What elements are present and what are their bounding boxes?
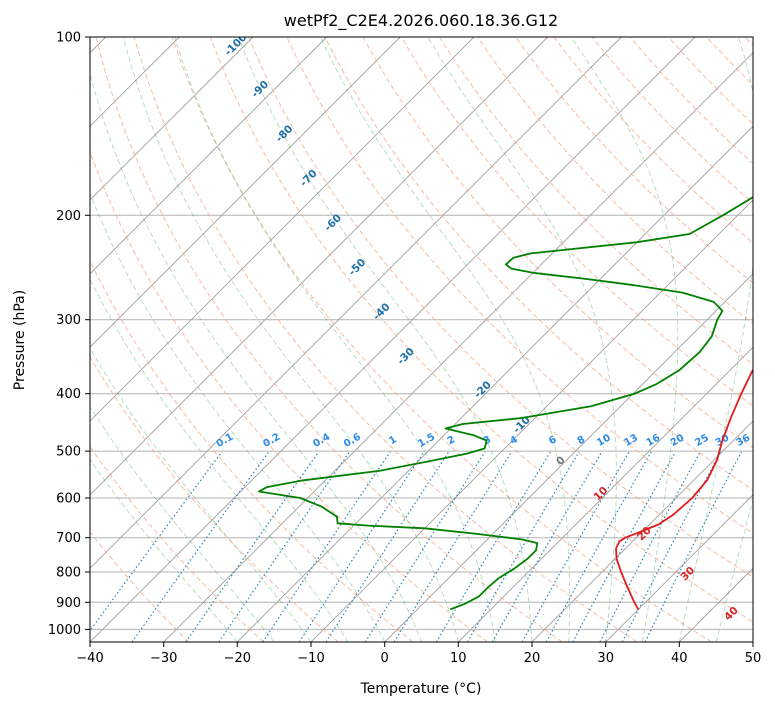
isotherm-line (605, 494, 753, 642)
dry-adiabat (591, 37, 753, 204)
y-axis-label: Pressure (hPa) (12, 290, 28, 390)
moist-adiabat (715, 498, 753, 642)
y-tick-label: 900 (56, 596, 81, 611)
isotherm-line (90, 37, 475, 422)
dry-adiabat (90, 150, 488, 642)
moist-adiabat (237, 37, 533, 642)
moist-adiabat (427, 37, 617, 642)
x-tick-label: −20 (224, 651, 251, 666)
isotherm-line (457, 346, 753, 642)
y-tick-label: 600 (56, 492, 81, 507)
mixing-ratio-line (545, 451, 652, 642)
y-tick-label: 200 (56, 209, 81, 224)
mixing-ratio-line (364, 451, 486, 642)
isotherm-line (163, 52, 753, 642)
x-tick-label: −10 (297, 651, 324, 666)
moist-adiabat (174, 37, 496, 642)
x-tick-label: 50 (745, 651, 762, 666)
moist-adiabat (90, 406, 275, 642)
mixing-ratio-line (521, 451, 630, 642)
mixing-ratio-line (131, 451, 270, 642)
x-tick-label: 10 (450, 651, 467, 666)
chart-title: wetPf2_C2E4.2026.060.18.36.G12 (284, 11, 558, 31)
moist-adiabat (90, 458, 238, 642)
dry-adiabat (210, 37, 753, 623)
dry-adiabat (324, 37, 753, 491)
y-tick-label: 400 (56, 387, 81, 402)
sounding-profiles (258, 196, 753, 611)
dry-adiabat (90, 259, 414, 642)
mixing-ratio-label: 3 (482, 434, 494, 447)
moist-adiabat (90, 192, 386, 642)
x-tick-label: 30 (597, 651, 614, 666)
x-axis-ticks: −40 −30 −20 −10 0 10 20 30 40 50 (76, 642, 761, 666)
x-tick-label: −30 (150, 651, 177, 666)
x-tick-label: 0 (381, 651, 389, 666)
mixing-ratio-line (218, 451, 351, 642)
mixing-ratio-label: 1 (387, 434, 399, 447)
isotherm-line (90, 37, 549, 496)
skewed-isotherms (90, 37, 753, 642)
dry-adiabat (90, 531, 190, 642)
y-tick-label: 700 (56, 531, 81, 546)
x-tick-label: 40 (671, 651, 688, 666)
isotherm-line (90, 37, 254, 201)
isotherm-line (90, 37, 401, 348)
dry-adiabat (477, 37, 753, 325)
isotherm-line (236, 125, 753, 642)
y-tick-label: 300 (56, 313, 81, 328)
dry-adiabat (95, 37, 563, 642)
mixing-ratio-line (325, 451, 450, 642)
plot-frame (89, 36, 754, 643)
mixing-ratio-label: 8 (576, 434, 588, 447)
dry-adiabat (400, 37, 753, 407)
mixing-ratio-label: 4 (508, 434, 520, 447)
isotherm-line (90, 37, 328, 275)
dry-adiabat (171, 37, 712, 642)
x-axis-label: Temperature (°C) (360, 681, 482, 697)
moist-adiabats (90, 37, 753, 642)
moist-adiabat (570, 37, 679, 642)
x-tick-label: 20 (524, 651, 541, 666)
mixing-ratio-line (298, 451, 425, 642)
isotherm-line (384, 273, 753, 642)
moist-adiabat (90, 347, 312, 642)
mixing-ratio-line (90, 451, 223, 632)
moist-adiabat (678, 37, 753, 642)
dry-adiabat (362, 37, 753, 449)
mixing-ratio-line (491, 451, 603, 642)
y-tick-label: 1000 (48, 623, 81, 638)
moist-adiabat (122, 37, 459, 642)
mixing-ratio-line (466, 451, 580, 642)
plot-area: 0.1 0.2 0.4 0.6 1 1.5 2 3 4 6 8 10 13 16 20 25 30 36-100-… (90, 37, 753, 642)
temperature-profile (615, 367, 753, 610)
dry-adiabat (438, 37, 753, 365)
dry-adiabat (248, 37, 753, 578)
y-tick-label: 800 (56, 566, 81, 581)
isotherm-line (90, 37, 696, 642)
isobar-grid (90, 37, 753, 630)
dry-adiabats (90, 37, 753, 642)
y-axis-ticks: 100 200 300 400 500 600 700 800 900 1000 (48, 31, 90, 638)
y-tick-label: 500 (56, 445, 81, 460)
moist-adiabat (90, 278, 349, 642)
mixing-ratio-lines (90, 451, 742, 642)
mixing-ratio-line (185, 451, 320, 642)
mixing-ratio-line (393, 451, 513, 642)
mixing-ratio-line (644, 451, 742, 642)
dewpoint-profile (258, 196, 753, 611)
dry-adiabat (133, 37, 638, 642)
dry-adiabat (90, 356, 339, 642)
x-tick-label: −40 (76, 651, 103, 666)
mixing-ratio-line (435, 451, 551, 642)
mixing-ratio-label: 2 (446, 434, 458, 447)
y-tick-label: 100 (56, 31, 81, 46)
isotherm-line (531, 420, 753, 642)
isotherm-line (90, 37, 622, 569)
dry-adiabat (286, 37, 753, 534)
mixing-ratio-label: 6 (547, 434, 559, 447)
dry-adiabat (553, 37, 753, 244)
